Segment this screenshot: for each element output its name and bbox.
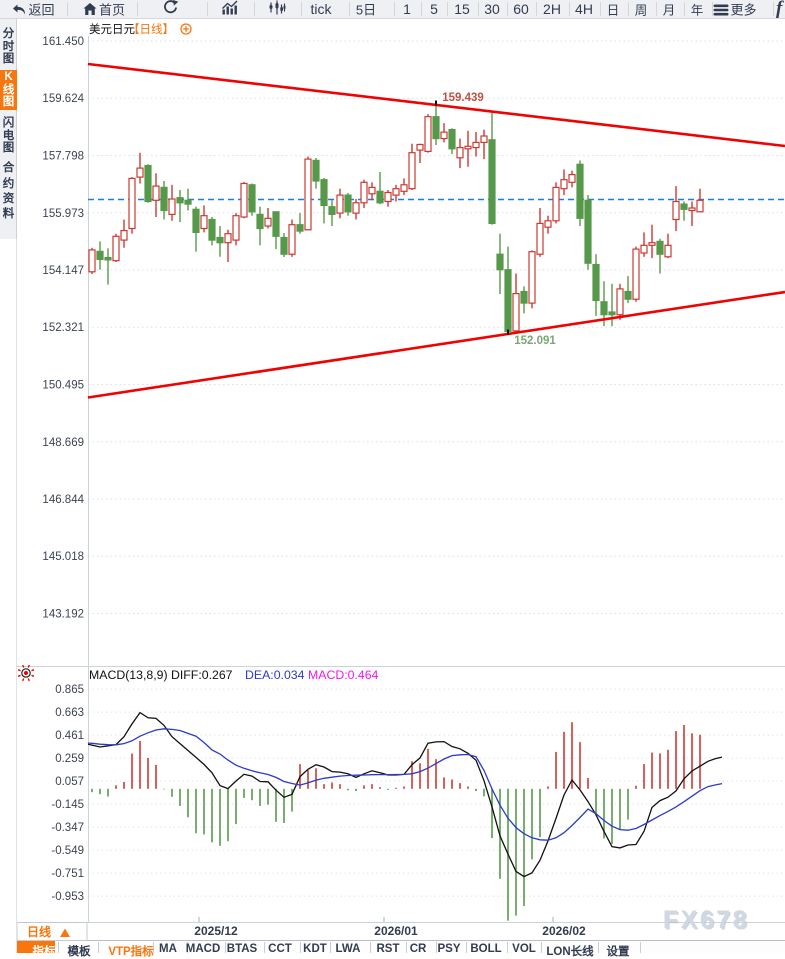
svg-text:FX678: FX678 (663, 906, 749, 934)
svg-text:152.321: 152.321 (42, 322, 84, 334)
svg-text:FX678: FX678 (664, 908, 750, 936)
svg-text:2025/12: 2025/12 (194, 924, 238, 938)
svg-text:145.018: 145.018 (42, 551, 84, 563)
svg-text:MACD(13,8,9) DIFF:0.267: MACD(13,8,9) DIFF:0.267 (89, 668, 233, 682)
svg-text:-0.145: -0.145 (51, 799, 84, 811)
svg-text:-0.347: -0.347 (51, 822, 84, 834)
svg-text:159.624: 159.624 (42, 93, 84, 105)
svg-text:-0.751: -0.751 (51, 868, 84, 880)
svg-text:0.865: 0.865 (55, 684, 84, 696)
svg-text:148.669: 148.669 (42, 437, 84, 449)
svg-text:154.147: 154.147 (42, 265, 84, 277)
svg-text:146.844: 146.844 (42, 494, 84, 506)
svg-text:0.663: 0.663 (55, 707, 84, 719)
svg-text:0.461: 0.461 (55, 730, 84, 742)
svg-text:【日线】: 【日线】 (128, 22, 174, 36)
svg-text:美元日元: 美元日元 (89, 22, 135, 36)
svg-text:-0.549: -0.549 (51, 845, 84, 857)
svg-text:2026/01: 2026/01 (374, 924, 418, 938)
svg-text:DEA:0.034: DEA:0.034 (245, 668, 305, 682)
svg-text:157.798: 157.798 (42, 151, 84, 163)
svg-text:0.057: 0.057 (55, 776, 84, 788)
svg-text:152.091: 152.091 (514, 335, 556, 347)
svg-text:155.973: 155.973 (42, 208, 84, 220)
svg-text:0.259: 0.259 (55, 753, 84, 765)
svg-text:2026/02: 2026/02 (542, 924, 586, 938)
svg-text:MACD:0.464: MACD:0.464 (308, 668, 379, 682)
svg-text:159.439: 159.439 (442, 92, 484, 104)
svg-text:161.450: 161.450 (42, 36, 84, 48)
svg-text:-0.953: -0.953 (51, 891, 84, 903)
svg-text:日线: 日线 (27, 924, 51, 939)
svg-text:143.192: 143.192 (42, 609, 84, 621)
svg-text:150.495: 150.495 (42, 380, 84, 392)
